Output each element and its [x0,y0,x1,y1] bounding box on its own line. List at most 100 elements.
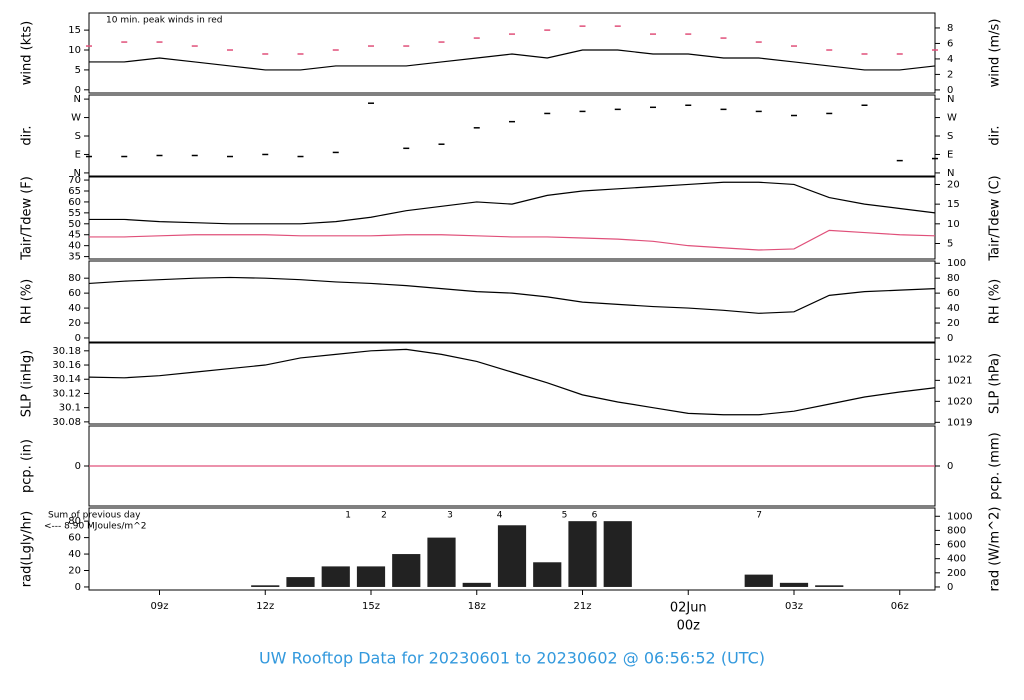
y-tick-label: 35 [68,252,81,263]
y2-axis-label: SLP (hPa) [988,353,1003,414]
y-tick-label: 80 [68,516,81,527]
bar [286,577,315,587]
panel-frame [88,342,936,425]
y-tick-label: 80 [68,273,81,284]
marker-label: 5 [562,511,568,521]
annotation: 10 min. peak winds in red [106,16,223,26]
marker-label: 4 [497,511,503,521]
marker-label: 3 [447,511,453,521]
bar [462,582,491,587]
y2-tick-label: 1000 [947,511,972,522]
y-tick-label: 5 [75,65,81,76]
y2-axis-label: pcp. (mm) [988,432,1003,499]
y-axis-label: rad(Lgly/hr) [20,511,35,587]
y-tick-label: 55 [68,208,81,219]
y-axis-label: pcp. (in) [20,439,35,493]
x-tick-label: 00z [677,619,701,634]
y-tick-label: 40 [68,549,81,560]
y-axis-label: RH (%) [20,279,35,324]
marker-label: 6 [592,511,598,521]
y2-tick-label: 20 [947,179,960,190]
x-tick-label: 18z [468,601,486,612]
y-tick-label: 70 [68,175,81,186]
y2-tick-label: N [947,168,954,179]
y2-tick-label: 400 [947,554,966,565]
panel-frame [88,260,936,343]
y2-tick-label: 1022 [947,354,972,365]
y2-tick-label: 6 [947,38,953,49]
y2-tick-label: 0 [947,461,953,472]
y-tick-label: W [71,113,81,124]
bar [392,554,421,587]
y2-tick-label: 0 [947,85,953,96]
bar [497,525,527,587]
panel-frame [88,176,936,260]
y-tick-label: 30.12 [52,388,81,399]
y-tick-label: 20 [68,566,81,577]
y2-axis-label: RH (%) [988,279,1003,324]
y2-axis-label: dir. [988,125,1003,145]
y2-tick-label: 0 [947,333,953,344]
y-tick-label: 60 [68,197,81,208]
bar [603,521,632,587]
y2-tick-label: N [947,94,954,105]
x-tick-label: 15z [362,601,380,612]
y-tick-label: 0 [75,461,81,472]
y2-tick-label: 8 [947,23,953,34]
y-tick-label: 0 [75,85,81,96]
y2-tick-label: 1019 [947,417,972,428]
y-tick-label: 65 [68,186,81,197]
marker-label: 7 [756,511,762,521]
data-line [89,49,936,71]
data-line [88,276,936,314]
y-tick-label: 15 [68,25,81,36]
bar [251,585,280,587]
y-tick-label: 0 [75,333,81,344]
bar [533,562,562,587]
y2-axis-label: wind (m/s) [988,19,1003,88]
panel-frame [88,94,936,177]
y-tick-label: 40 [68,303,81,314]
bar [321,566,350,587]
marker-label: 2 [381,511,387,521]
y2-tick-label: 1020 [947,396,972,407]
y-tick-label: 10 [68,45,81,56]
y-axis-label: dir. [20,125,35,145]
bar [356,566,386,587]
y-tick-label: 60 [68,288,81,299]
x-tick-label: 09z [151,601,169,612]
y-tick-label: 20 [68,318,81,329]
x-tick-label: 03z [785,601,803,612]
bar [568,521,597,587]
y-axis-label: Tair/Tdew (F) [20,176,35,261]
page-title: UW Rooftop Data for 20230601 to 20230602… [259,649,765,668]
y-tick-label: 30.16 [52,360,81,371]
y-tick-label: 30.14 [52,374,81,385]
y-tick-label: E [75,149,81,160]
y-tick-label: 30.1 [59,403,81,414]
y-axis-label: wind (kts) [20,21,35,85]
marker-label: 1 [345,511,351,521]
date-label: 02Jun [670,601,707,616]
y2-tick-label: 800 [947,525,966,536]
y2-axis-label: rad (W/m^2) [988,507,1003,592]
y2-tick-label: 20 [947,318,960,329]
y-tick-label: S [75,131,81,142]
y-tick-label: 60 [68,533,81,544]
y-tick-label: 45 [68,230,81,241]
annotation: <--- 8.90 MJoules/m^2 [44,522,146,532]
bar [815,585,844,587]
y2-tick-label: E [947,149,953,160]
y2-tick-label: 80 [947,273,960,284]
bar [744,574,773,587]
panel-frame [88,507,936,591]
y-tick-label: N [74,94,81,105]
y2-tick-label: 4 [947,54,953,65]
y2-tick-label: W [947,113,957,124]
y-tick-label: 40 [68,241,81,252]
x-tick-label: 06z [891,601,909,612]
y2-tick-label: 2 [947,69,953,80]
x-tick-label: 21z [574,601,592,612]
